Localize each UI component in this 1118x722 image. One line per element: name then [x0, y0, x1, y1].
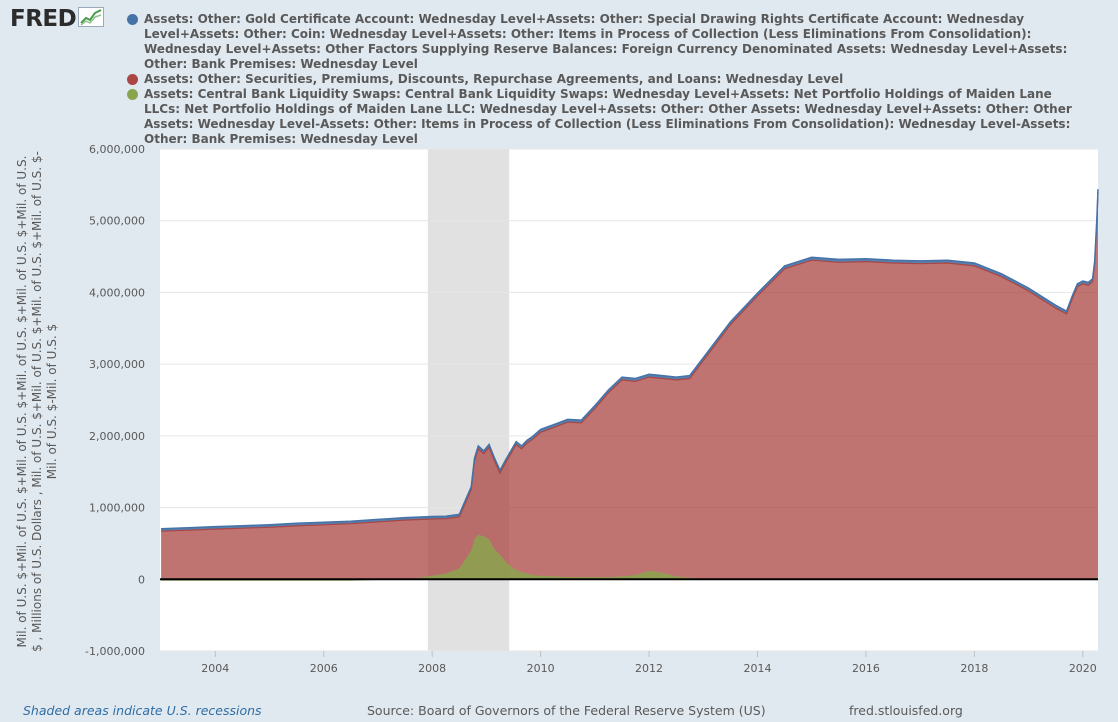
series-line-red — [161, 191, 1099, 532]
legend-item-green-series[interactable]: Assets: Central Bank Liquidity Swaps: Ce… — [124, 87, 1074, 147]
legend-item-red-series[interactable]: Assets: Other: Securities, Premiums, Dis… — [124, 72, 1074, 87]
legend-item-blue-series[interactable]: Assets: Other: Gold Certificate Account:… — [124, 12, 1074, 72]
y-tick-label: 0 — [138, 573, 145, 586]
x-tick-label: 2016 — [852, 662, 880, 675]
source-note: Source: Board of Governors of the Federa… — [367, 703, 766, 718]
legend-swatch-green — [127, 89, 138, 100]
y-tick-label: 4,000,000 — [89, 286, 145, 299]
y-tick-label: 5,000,000 — [89, 215, 145, 228]
y-tick-label: -1,000,000 — [85, 645, 145, 658]
x-tick-label: 2004 — [201, 662, 229, 675]
y-tick-label: 6,000,000 — [89, 143, 145, 156]
x-tick-label: 2014 — [744, 662, 772, 675]
series-line-blue — [161, 189, 1099, 530]
y-tick-label: 1,000,000 — [89, 502, 145, 515]
x-tick-label: 2010 — [527, 662, 555, 675]
legend-label: Assets: Central Bank Liquidity Swaps: Ce… — [144, 87, 1072, 146]
recession-note: Shaded areas indicate U.S. recessions — [23, 703, 262, 718]
fred-logo[interactable]: FRED — [10, 6, 105, 32]
legend-label: Assets: Other: Gold Certificate Account:… — [144, 12, 1068, 71]
series-area-red — [161, 192, 1099, 580]
x-tick-label: 2012 — [635, 662, 663, 675]
legend-swatch-blue — [127, 14, 138, 25]
x-tick-label: 2020 — [1069, 662, 1097, 675]
legend-swatch-red — [127, 74, 138, 85]
logo-text: FRED — [10, 6, 77, 32]
legend-label: Assets: Other: Securities, Premiums, Dis… — [144, 72, 844, 86]
line-chart-icon — [78, 7, 105, 31]
x-tick-label: 2006 — [310, 662, 338, 675]
x-tick-label: 2008 — [418, 662, 446, 675]
y-tick-label: 2,000,000 — [89, 430, 145, 443]
x-tick-label: 2018 — [960, 662, 988, 675]
fred-url[interactable]: fred.stlouisfed.org — [849, 703, 963, 718]
y-tick-label: 3,000,000 — [89, 358, 145, 371]
chart-legend: Assets: Other: Gold Certificate Account:… — [124, 12, 1074, 147]
